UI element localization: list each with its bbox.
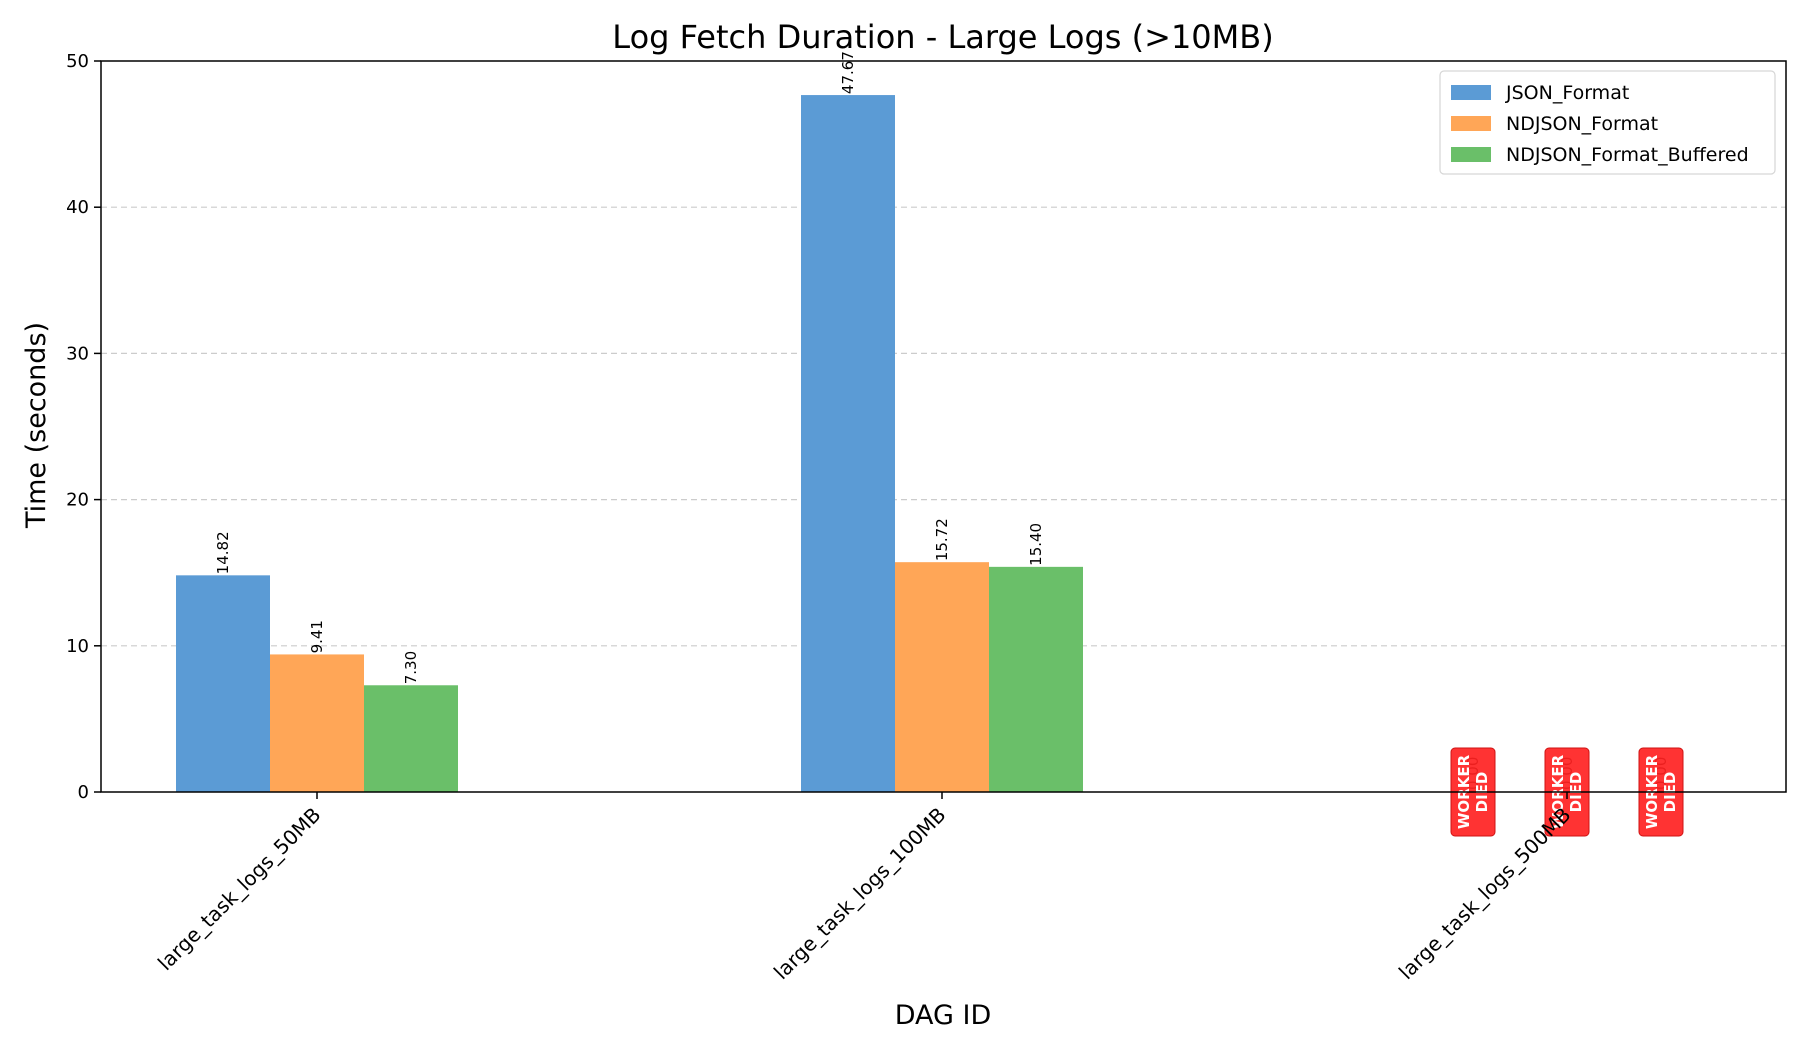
- bar: [270, 654, 364, 792]
- data-label: 7.30: [402, 651, 420, 684]
- plot-frame: [100, 60, 1787, 793]
- legend-swatch: [1451, 147, 1491, 162]
- data-label: 9.41: [308, 620, 326, 653]
- bar: [801, 95, 895, 793]
- axes: 0 10 20 30 40 50 large_task_logs_50MB large_tas…: [66, 51, 1787, 985]
- y-tick-label: 50: [66, 51, 89, 72]
- bar: [989, 566, 1083, 792]
- legend-box: [1439, 70, 1776, 175]
- legend: JSON_Format NDJSON_Format NDJSON_Format_Bu…: [1439, 70, 1776, 175]
- y-tick-label: 40: [66, 197, 89, 218]
- bar: [364, 685, 458, 792]
- data-label: 15.40: [1027, 523, 1045, 566]
- bars: [176, 95, 1083, 793]
- bar: [895, 562, 989, 792]
- legend-swatch: [1451, 116, 1491, 131]
- legend-label: NDJSON_Format_Buffered: [1506, 144, 1749, 166]
- y-tick-label: 30: [66, 343, 89, 364]
- chart-title: Log Fetch Duration - Large Logs (>10MB): [612, 18, 1273, 56]
- data-label: 14.82: [214, 531, 232, 574]
- y-axis-label: Time (seconds): [21, 322, 52, 529]
- y-tick-label: 0: [78, 782, 89, 803]
- y-tick-label: 10: [66, 636, 89, 657]
- data-label: 47.67: [839, 51, 857, 94]
- data-labels: 14.829.417.3047.6715.7215.400.00WORKERDI…: [214, 51, 1684, 837]
- data-label: 15.72: [933, 518, 951, 561]
- x-tick-label: large_task_logs_100MB: [769, 803, 951, 985]
- x-axis-label: DAG ID: [895, 1000, 992, 1031]
- legend-swatch: [1451, 85, 1491, 100]
- bar: [176, 575, 270, 792]
- x-tick-label: large_task_logs_50MB: [153, 803, 326, 976]
- legend-label: JSON_Format: [1505, 82, 1629, 104]
- y-tick-label: 20: [66, 490, 89, 511]
- legend-label: NDJSON_Format: [1506, 113, 1658, 135]
